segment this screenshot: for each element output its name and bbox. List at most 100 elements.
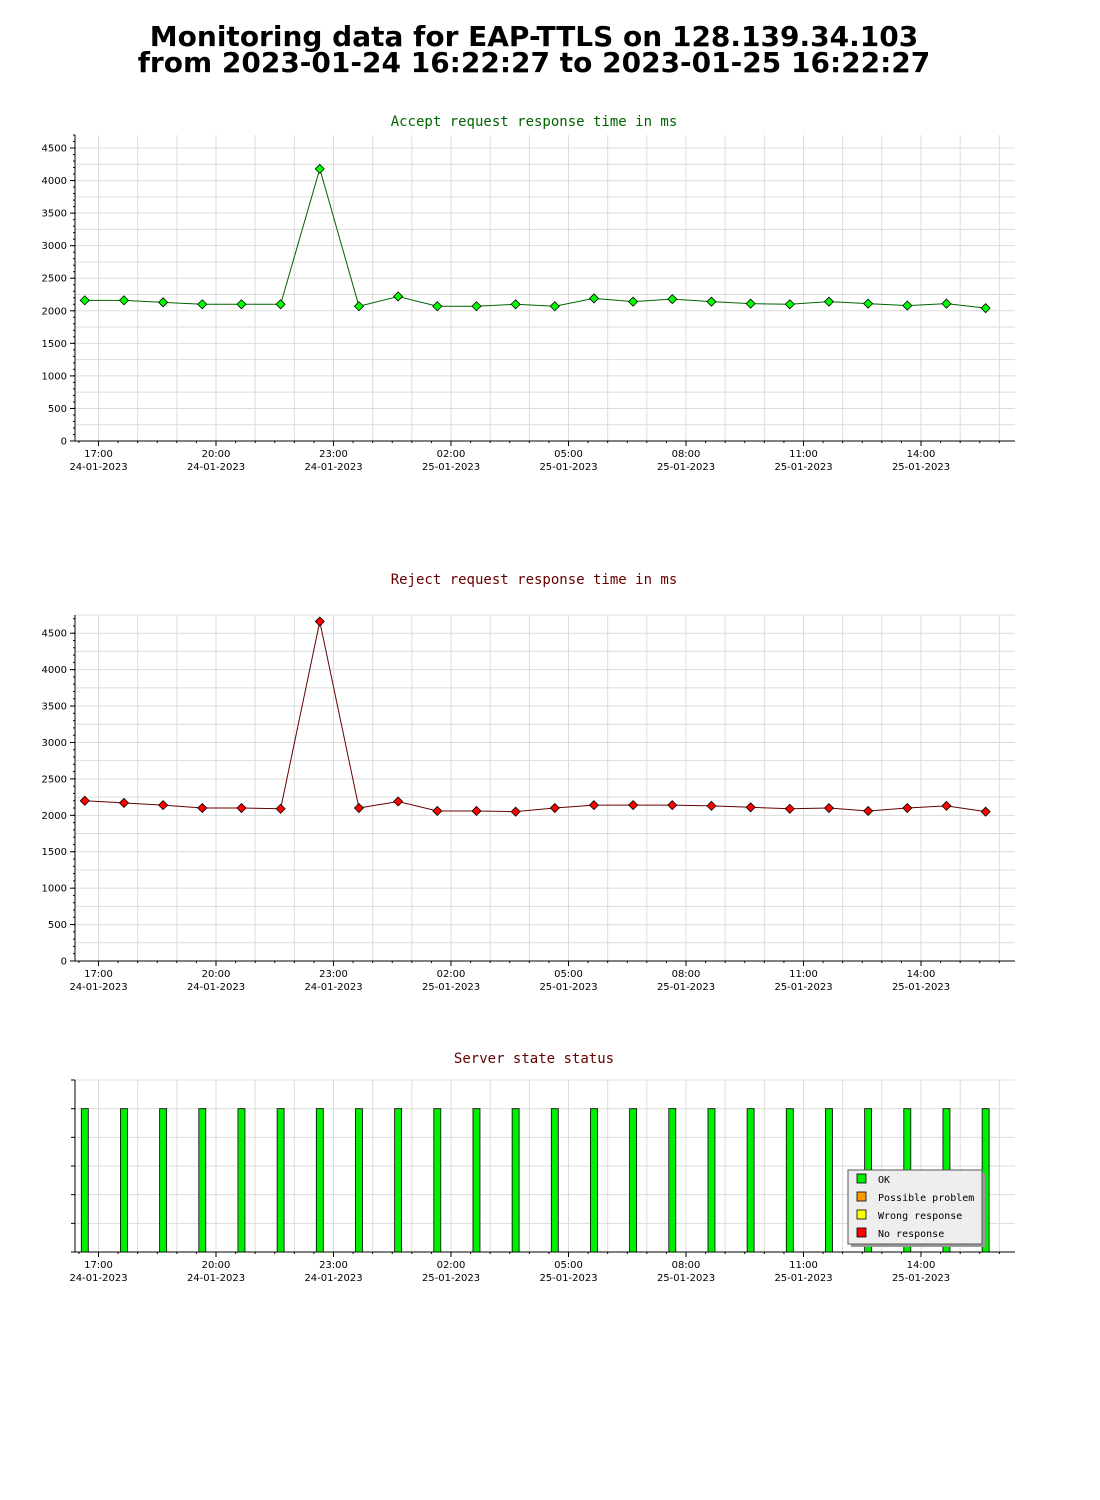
status-bar — [472, 1108, 481, 1253]
data-point — [745, 298, 756, 309]
x-tick-label-date: 25-01-2023 — [422, 1273, 480, 1284]
status-bar — [668, 1108, 677, 1253]
data-point — [667, 294, 678, 305]
x-tick-label-date: 25-01-2023 — [774, 982, 832, 993]
y-tick-label: 4000 — [42, 176, 67, 187]
x-tick-label-time: 23:00 — [319, 1260, 348, 1271]
status-bar — [394, 1108, 403, 1253]
y-tick-label: 500 — [48, 404, 67, 415]
x-tick-label-date: 25-01-2023 — [539, 462, 597, 473]
data-point — [941, 298, 952, 309]
data-point — [158, 297, 169, 308]
x-tick-label-time: 17:00 — [84, 969, 113, 980]
data-point — [314, 163, 325, 174]
data-point — [980, 806, 991, 817]
x-tick-label-time: 20:00 — [202, 969, 231, 980]
page-title: Monitoring data for EAP-TTLS on 128.139.… — [0, 20, 1068, 77]
x-tick-label-time: 02:00 — [437, 1260, 466, 1271]
x-tick-label-time: 05:00 — [554, 449, 583, 460]
status-bar — [276, 1108, 285, 1253]
x-tick-label-date: 25-01-2023 — [774, 1273, 832, 1284]
legend-swatch — [856, 1191, 867, 1202]
chart-3: Server state status 17:00 24-01-2023 20:00 2… — [69, 1051, 1015, 1284]
legend: OK Possible problem Wrong response No respo… — [847, 1169, 983, 1245]
legend-label: Possible problem — [878, 1193, 974, 1204]
data-point — [432, 805, 443, 817]
chart-1: Accept request response time in ms 17:00 2… — [42, 114, 1015, 473]
x-tick-label-time: 20:00 — [202, 1260, 231, 1271]
status-bar — [511, 1108, 520, 1253]
status-bar — [120, 1108, 128, 1253]
x-tick-label-date: 25-01-2023 — [657, 462, 715, 473]
data-point — [471, 301, 482, 312]
y-tick-label: 1000 — [42, 884, 67, 895]
data-point — [353, 301, 365, 312]
x-tick-label-time: 05:00 — [554, 1260, 583, 1271]
x-tick-label-time: 08:00 — [672, 969, 701, 980]
y-tick-label: 0 — [61, 957, 67, 968]
x-tick-label-date: 25-01-2023 — [539, 982, 597, 993]
x-tick-label-time: 11:00 — [789, 449, 818, 460]
data-point — [745, 802, 756, 813]
status-bar — [825, 1108, 833, 1253]
data-point — [588, 293, 600, 304]
x-tick-label-date: 24-01-2023 — [304, 462, 362, 473]
x-tick-label-time: 11:00 — [789, 969, 818, 980]
x-tick-label-time: 11:00 — [789, 1260, 818, 1271]
x-tick-label-date: 25-01-2023 — [892, 462, 950, 473]
x-tick-label-time: 20:00 — [202, 449, 231, 460]
x-tick-label-date: 25-01-2023 — [422, 982, 480, 993]
legend-label: Wrong response — [878, 1211, 962, 1222]
chart-title: Server state status — [454, 1051, 614, 1067]
data-point — [471, 805, 482, 817]
data-point — [823, 296, 835, 307]
status-bar — [590, 1108, 598, 1253]
y-tick-label: 0 — [61, 437, 67, 448]
chart-2: Reject request response time in ms 17:00 2… — [42, 572, 1015, 993]
x-tick-label-date: 24-01-2023 — [69, 982, 127, 993]
x-tick-label-time: 14:00 — [907, 1260, 936, 1271]
y-tick-label: 3000 — [42, 241, 67, 252]
y-tick-label: 4500 — [42, 629, 67, 640]
x-tick-label-date: 24-01-2023 — [187, 982, 245, 993]
data-point — [980, 303, 991, 314]
x-tick-label-date: 25-01-2023 — [892, 982, 950, 993]
data-point — [197, 299, 208, 310]
data-point — [353, 802, 365, 814]
x-tick-label-date: 24-01-2023 — [304, 1273, 362, 1284]
series-line — [84, 621, 986, 813]
data-point — [823, 802, 835, 814]
chart-title: Reject request response time in ms — [391, 572, 678, 588]
x-tick-label-date: 25-01-2023 — [657, 1273, 715, 1284]
data-point — [863, 298, 874, 309]
data-point — [118, 797, 130, 808]
legend-swatch — [856, 1173, 867, 1184]
data-point — [393, 291, 404, 302]
y-tick-label: 3000 — [42, 738, 67, 749]
status-bar — [355, 1108, 363, 1253]
x-tick-label-date: 24-01-2023 — [69, 462, 127, 473]
data-point — [863, 805, 874, 817]
data-point — [784, 803, 795, 814]
data-point — [314, 616, 325, 627]
x-tick-label-date: 24-01-2023 — [187, 1273, 245, 1284]
status-bar — [237, 1108, 246, 1253]
data-point — [275, 803, 286, 814]
x-tick-label-date: 25-01-2023 — [657, 982, 715, 993]
data-point — [902, 300, 913, 311]
status-bar — [550, 1108, 559, 1253]
status-bar — [433, 1108, 442, 1253]
series-line — [84, 167, 986, 309]
y-tick-label: 1500 — [42, 339, 67, 350]
y-tick-label: 3500 — [42, 702, 67, 713]
data-point — [275, 299, 286, 310]
y-tick-label: 500 — [48, 920, 67, 931]
data-point — [902, 802, 913, 814]
data-point — [79, 795, 90, 806]
data-point — [784, 299, 795, 310]
status-bar — [746, 1108, 755, 1253]
data-point — [667, 800, 678, 811]
y-tick-label: 1000 — [42, 371, 67, 382]
title-line-1: Monitoring data for EAP-TTLS on 128.139.… — [149, 20, 919, 53]
